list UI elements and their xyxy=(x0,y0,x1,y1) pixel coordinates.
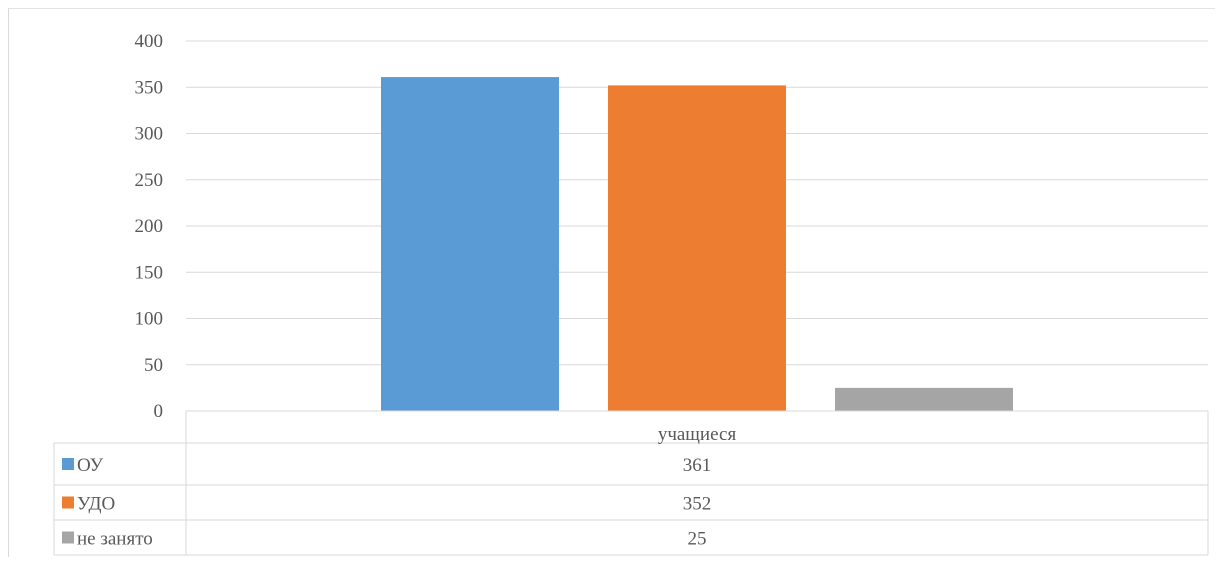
data-label: 25 xyxy=(688,529,707,550)
data-table: учащиеся ОУ 361 УДО 352 не занято 25 xyxy=(54,411,1208,555)
y-tick-label: 200 xyxy=(135,216,164,237)
bar-ou xyxy=(381,77,559,411)
y-tick-label: 0 xyxy=(154,401,164,422)
bar-ne-zanyato xyxy=(835,388,1013,411)
category-label: учащиеся xyxy=(658,424,737,445)
legend-series-name: ОУ xyxy=(77,455,104,476)
data-label: 352 xyxy=(683,494,712,515)
bars xyxy=(381,77,1013,411)
legend-key-swatch xyxy=(62,532,74,544)
y-tick-label: 100 xyxy=(135,309,164,330)
y-tick-label: 150 xyxy=(135,262,164,283)
bar-udo xyxy=(608,85,786,411)
legend-series-name: УДО xyxy=(77,494,115,515)
y-tick-label: 400 xyxy=(135,31,164,52)
legend-series-name: не занято xyxy=(77,529,153,550)
legend-key-swatch xyxy=(62,458,74,470)
y-tick-label: 350 xyxy=(135,77,164,98)
y-axis-ticks: 0 50 100 150 200 250 300 350 400 xyxy=(135,31,164,422)
legend-key-swatch xyxy=(62,497,74,509)
data-label: 361 xyxy=(683,455,712,476)
y-tick-label: 250 xyxy=(135,170,164,191)
y-tick-label: 300 xyxy=(135,124,164,145)
y-tick-label: 50 xyxy=(144,355,163,376)
